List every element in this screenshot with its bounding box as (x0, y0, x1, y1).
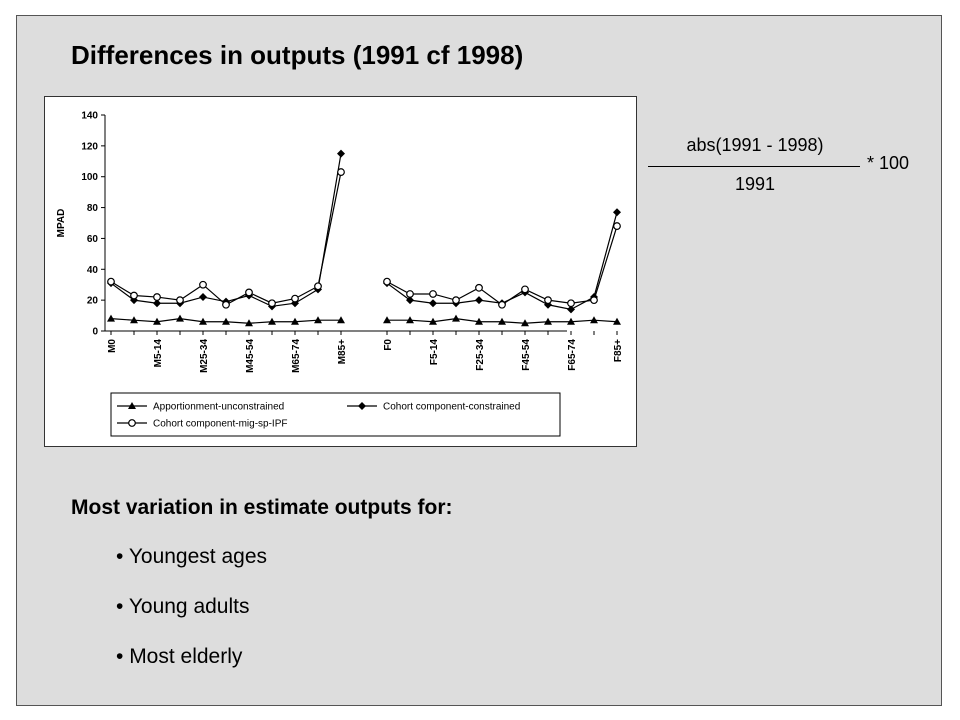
x-tick-label: M85+ (337, 339, 348, 364)
chart-frame: 0 20 40 60 80 100 120 140 MPAD M0 M5-14 M25-34 M45-5… (44, 96, 637, 447)
list-item: Youngest ages (116, 545, 267, 595)
variation-heading: Most variation in estimate outputs for: (71, 496, 453, 519)
formula-numerator: abs(1991 - 1998) (686, 135, 824, 155)
data-point (107, 277, 115, 286)
data-point (521, 319, 529, 327)
data-point (245, 319, 253, 327)
y-tick-label: 40 (87, 265, 99, 276)
y-axis-label: MPAD (56, 209, 67, 238)
data-point (337, 316, 345, 324)
data-point (429, 317, 437, 325)
data-point (199, 293, 207, 302)
data-point (567, 317, 575, 325)
list-item: Most elderly (116, 645, 267, 695)
data-point (406, 290, 414, 298)
legend-label: Cohort component-constrained (383, 402, 520, 413)
x-tick-label: M25-34 (199, 339, 210, 373)
legend-label: Apportionment-unconstrained (153, 402, 284, 413)
series-line (110, 171, 342, 306)
data-point (337, 168, 345, 176)
data-point (475, 317, 483, 325)
data-point (314, 316, 322, 324)
legend-marker (358, 402, 366, 410)
data-point (199, 317, 207, 325)
page-title: Differences in outputs (1991 cf 1998) (71, 40, 524, 70)
data-point (153, 293, 161, 301)
data-point (176, 296, 184, 305)
data-point (544, 317, 552, 325)
x-tick-label: F85+ (613, 339, 624, 362)
mpad-line-chart: 0 20 40 60 80 100 120 140 MPAD M0 M5-14 M25-34 M45-5… (56, 111, 624, 437)
data-point (452, 314, 460, 322)
data-point (498, 300, 506, 309)
data-point (590, 296, 598, 305)
data-point (590, 316, 598, 324)
data-point (429, 290, 437, 298)
legend-marker (128, 402, 136, 409)
x-tick-label: F5-14 (429, 339, 440, 366)
data-point (475, 283, 483, 292)
data-point (498, 317, 506, 325)
data-point (613, 222, 621, 230)
data-point (222, 300, 230, 309)
data-point (613, 208, 621, 217)
legend-marker (128, 419, 136, 427)
data-point (130, 316, 138, 324)
data-point (567, 305, 575, 314)
y-tick-label: 0 (92, 327, 98, 338)
data-point (383, 277, 391, 286)
x-tick-label: F0 (383, 339, 394, 351)
y-tick-label: 20 (87, 296, 99, 307)
data-point (406, 316, 414, 324)
y-tick-label: 100 (81, 172, 98, 183)
data-point (452, 296, 460, 305)
data-point (153, 317, 161, 325)
series-line (386, 212, 618, 311)
data-point (475, 296, 483, 305)
data-point (245, 288, 253, 297)
x-tick-label: M65-74 (291, 339, 302, 373)
data-point (130, 291, 138, 300)
x-tick-label: F25-34 (475, 339, 486, 371)
data-point (268, 299, 276, 308)
y-tick-label: 120 (81, 141, 98, 152)
data-point (176, 314, 184, 322)
data-point (107, 314, 115, 322)
data-point (521, 285, 529, 294)
y-tick-label: 60 (87, 234, 99, 245)
legend-box (110, 392, 561, 437)
data-point (337, 149, 345, 158)
data-point (613, 317, 621, 325)
x-tick-label: M45-54 (245, 339, 256, 373)
x-tick-label: F45-54 (521, 339, 532, 371)
data-point (222, 317, 230, 325)
x-tick-label: M5-14 (153, 339, 164, 368)
y-tick-label: 140 (81, 111, 98, 122)
data-point (268, 317, 276, 325)
formula-fraction-bar (648, 166, 860, 167)
data-point (429, 299, 437, 308)
data-point (314, 282, 322, 291)
data-point (544, 296, 552, 305)
list-item: Young adults (116, 595, 267, 645)
data-point (567, 299, 575, 308)
x-tick-label: M0 (107, 339, 118, 353)
y-tick-label: 80 (87, 203, 99, 214)
formula-denominator: 1991 (734, 174, 776, 194)
series-line (110, 153, 342, 307)
series-line (386, 225, 618, 306)
x-tick-label: F65-74 (567, 339, 578, 371)
legend-label: Cohort component-mig-sp-IPF (153, 419, 288, 430)
data-point (291, 294, 299, 303)
data-point (291, 317, 299, 325)
data-point (383, 316, 391, 324)
variation-list: Youngest ages Young adults Most elderly (116, 545, 267, 695)
data-point (199, 280, 207, 289)
formula-multiplier: * 100 (867, 153, 910, 173)
data-point (406, 296, 414, 305)
data-point (153, 299, 161, 308)
